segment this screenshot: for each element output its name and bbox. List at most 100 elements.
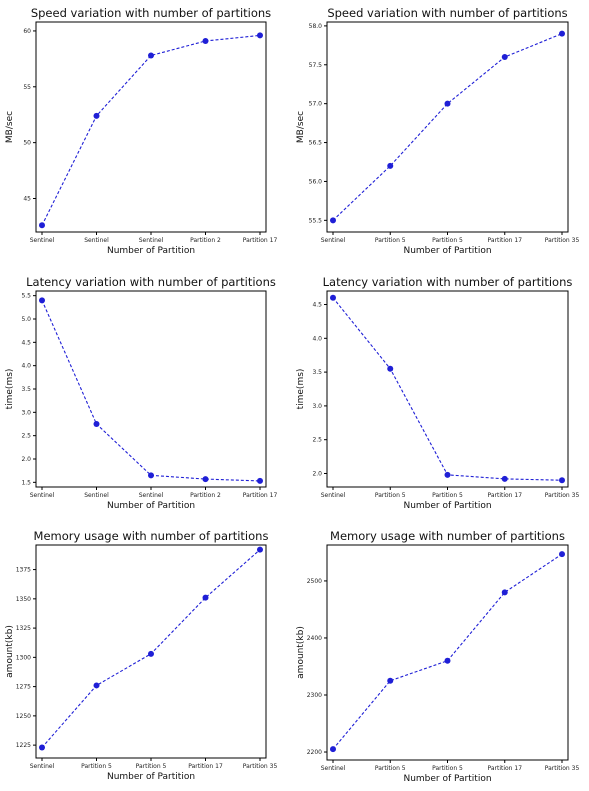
x-tick-label: Sentinel (321, 765, 346, 772)
series-line (332, 33, 563, 221)
chart-svg-4: Memory usage with number of partitions 12… (5, 529, 278, 782)
plot-frame (326, 21, 569, 233)
data-point (257, 546, 263, 553)
x-tick-label: Sentinel (84, 237, 109, 244)
x-tick-label: Partition 35 (243, 763, 278, 770)
y-tick-label: 2.5 (312, 437, 322, 444)
x-tick-label: Partition 5 (375, 237, 406, 244)
x-tick-label: Partition 17 (487, 765, 522, 772)
series-line (332, 297, 563, 481)
data-point (559, 30, 565, 37)
y-tick-label: 60 (23, 28, 31, 35)
y-axis-label: MB/sec (5, 111, 15, 143)
y-tick-label: 45 (23, 195, 31, 202)
x-tick-label: Partition 5 (432, 237, 463, 244)
data-point (148, 472, 154, 479)
data-point (202, 476, 209, 483)
y-tick-label: 2400 (307, 635, 322, 642)
data-point (202, 37, 209, 44)
y-tick-label: 57.5 (309, 62, 323, 69)
y-axis-label: time(ms) (5, 369, 15, 410)
speed-chart-left-panel: Speed variation with number of partition… (0, 0, 290, 262)
y-tick-label: 2500 (307, 578, 322, 585)
x-tick-label: Partition 17 (487, 237, 522, 244)
x-tick-label: Sentinel (139, 237, 164, 244)
x-tick-label: Partition 2 (190, 237, 221, 244)
y-tick-label: 4.0 (312, 335, 322, 342)
y-tick-label: 1250 (16, 713, 31, 720)
x-tick-label: Sentinel (321, 492, 346, 499)
data-point (93, 421, 100, 427)
x-tick-label: Partition 5 (375, 765, 406, 772)
y-axis-label: MB/sec (296, 111, 306, 143)
plot-frame (326, 544, 569, 761)
data-point (330, 746, 336, 753)
chart-svg-1: Speed variation with number of partition… (296, 6, 580, 256)
x-tick-label: Partition 5 (136, 763, 167, 770)
y-tick-label: 1375 (16, 567, 31, 574)
latency-chart-right-panel: Latency variation with number of partiti… (294, 270, 589, 518)
y-tick-label: 3.0 (21, 409, 31, 416)
y-tick-label: 2300 (307, 692, 322, 699)
y-tick-label: 57.0 (309, 101, 323, 108)
x-tick-label: Partition 5 (375, 492, 406, 499)
data-point (330, 217, 336, 224)
x-tick-label: Sentinel (139, 492, 164, 499)
data-point (93, 682, 100, 689)
data-point (559, 477, 565, 484)
x-tick-label: Partition 17 (487, 492, 522, 499)
chart-title: Speed variation with number of partition… (31, 6, 271, 20)
memory-chart-right-panel: Memory usage with number of partitions 22… (294, 526, 589, 787)
y-tick-label: 58.0 (309, 23, 323, 30)
x-axis-label: Number of Partition (107, 246, 195, 256)
y-tick-label: 1350 (16, 596, 31, 603)
chart-svg-0: Speed variation with number of partition… (5, 6, 278, 256)
data-point (444, 100, 451, 107)
x-tick-label: Sentinel (30, 763, 55, 770)
x-tick-label: Partition 5 (432, 765, 463, 772)
chart-title: Memory usage with number of partitions (330, 529, 565, 543)
x-tick-label: Partition 35 (545, 237, 580, 244)
y-tick-label: 2200 (307, 749, 322, 756)
data-point (39, 222, 45, 229)
y-tick-label: 3.0 (312, 403, 322, 410)
chart-title: Speed variation with number of partition… (327, 6, 567, 20)
data-point (39, 744, 45, 751)
latency-chart-left-panel: Latency variation with number of partiti… (0, 270, 290, 518)
x-tick-label: Partition 35 (545, 492, 580, 499)
y-tick-label: 2.0 (21, 456, 31, 463)
data-point (559, 551, 565, 558)
data-point (444, 471, 451, 478)
y-axis-label: amount(kb) (5, 625, 15, 678)
chart-title: Memory usage with number of partitions (34, 529, 269, 543)
chart-title: Latency variation with number of partiti… (26, 275, 276, 289)
data-point (148, 650, 154, 657)
data-point (501, 54, 508, 60)
x-tick-label: Partition 17 (188, 763, 223, 770)
data-point (257, 477, 263, 484)
y-tick-label: 56.5 (309, 140, 323, 147)
data-point (387, 162, 394, 169)
chart-title: Latency variation with number of partiti… (323, 275, 573, 289)
y-tick-label: 5.0 (21, 316, 31, 323)
x-tick-label: Partition 5 (432, 492, 463, 499)
data-point (501, 475, 508, 482)
y-axis-label: amount(kb) (296, 626, 306, 679)
data-point (330, 294, 336, 301)
data-point (501, 589, 508, 596)
data-point (387, 365, 394, 372)
data-point (387, 677, 394, 684)
plot-frame (326, 290, 569, 488)
series-line (41, 549, 261, 748)
y-tick-label: 2.5 (21, 433, 31, 440)
x-tick-label: Sentinel (30, 492, 55, 499)
y-tick-label: 4.5 (312, 302, 322, 309)
x-tick-label: Partition 35 (545, 765, 580, 772)
x-tick-label: Partition 17 (243, 237, 278, 244)
data-point (202, 594, 209, 601)
data-point (39, 297, 45, 304)
data-point (93, 112, 100, 119)
x-axis-label: Number of Partition (403, 501, 491, 511)
y-tick-label: 55.5 (309, 217, 323, 224)
